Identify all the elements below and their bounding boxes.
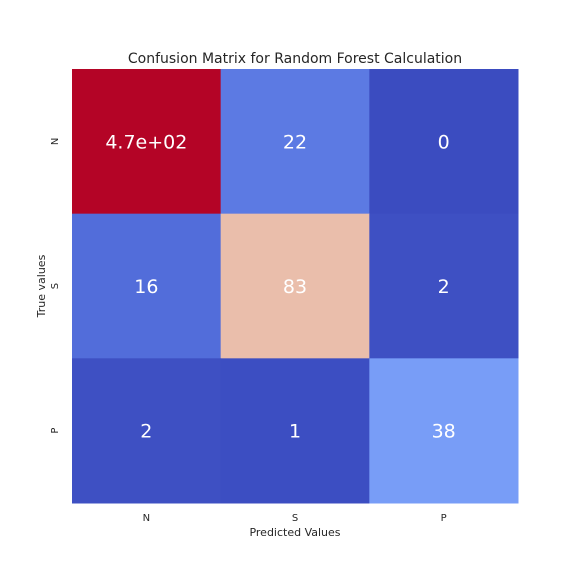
heatmap-cell-P-N [72,358,222,504]
x-tick-label: P [441,513,447,524]
cell-annotation: 2 [438,276,450,298]
cell-annotation: 1 [289,421,301,443]
heatmap-cell-S-P [369,213,519,359]
cell-annotation: 83 [283,276,307,298]
cell-annotation: 2 [140,421,152,443]
y-tick-label: S [50,283,61,289]
cell-annotation: 22 [283,131,307,153]
heatmap-cell-N-S [220,69,370,215]
y-tick-label: P [50,428,61,434]
x-axis-label: Predicted Values [249,526,340,539]
heatmap-cell-N-N [72,69,222,215]
heatmap-cell-P-P [369,358,519,504]
y-tick-label: N [50,138,61,145]
chart-title: Confusion Matrix for Random Forest Calcu… [128,51,462,67]
cell-annotation: 4.7e+02 [105,131,187,153]
heatmap-cell-S-S [220,213,370,359]
heatmap-cells: 4.7e+02 22 016 83 22 1 38 [72,69,519,504]
cell-annotation: 0 [438,131,450,153]
cell-annotation: 38 [432,421,456,443]
y-axis-label: True values [35,254,48,318]
cell-annotation: 16 [134,276,158,298]
heatmap-cell-N-P [369,69,519,215]
x-tick-label: S [292,513,298,524]
x-tick-label: N [143,513,150,524]
y-axis-ticks: N S P [50,138,61,434]
heatmap-cell-P-S [220,358,370,504]
heatmap-cell-S-N [72,213,222,359]
